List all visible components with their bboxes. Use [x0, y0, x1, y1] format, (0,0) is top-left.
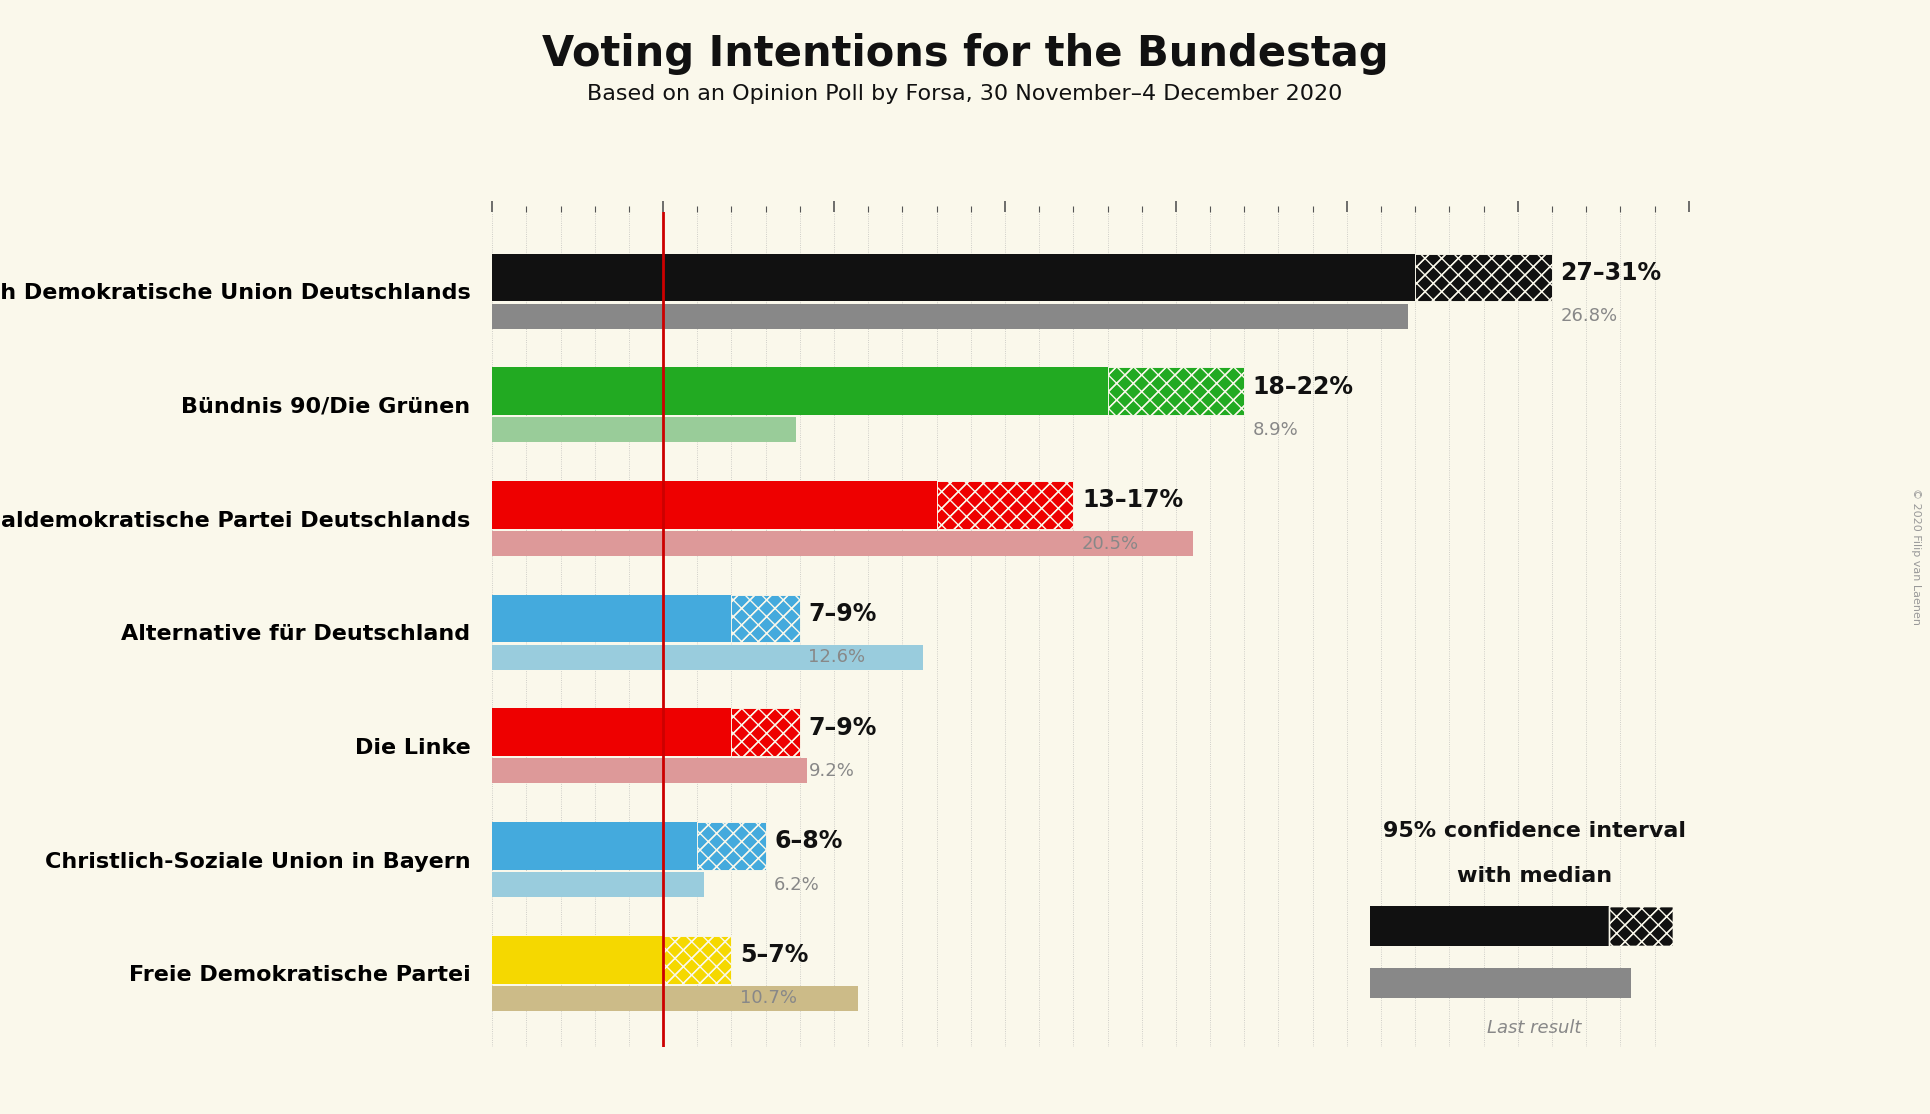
Bar: [492, 418, 797, 442]
Bar: [1370, 906, 1608, 946]
Bar: [664, 936, 731, 984]
Text: 5–7%: 5–7%: [739, 944, 809, 967]
Bar: [492, 709, 731, 756]
Bar: [492, 595, 731, 643]
Bar: [492, 481, 936, 529]
Bar: [492, 531, 1193, 556]
Text: 7–9%: 7–9%: [809, 602, 876, 626]
Bar: [492, 304, 1409, 329]
Bar: [1108, 368, 1245, 416]
Text: 7–9%: 7–9%: [809, 715, 876, 740]
Text: 95% confidence interval: 95% confidence interval: [1384, 821, 1685, 841]
Text: 6–8%: 6–8%: [774, 830, 843, 853]
Bar: [492, 872, 704, 897]
Text: Last result: Last result: [1488, 1019, 1581, 1037]
Text: 13–17%: 13–17%: [1083, 488, 1183, 512]
Bar: [664, 936, 731, 984]
Bar: [697, 822, 766, 870]
Bar: [492, 822, 697, 870]
Text: 18–22%: 18–22%: [1253, 374, 1353, 399]
Text: Voting Intentions for the Bundestag: Voting Intentions for the Bundestag: [542, 33, 1388, 76]
Text: 8.9%: 8.9%: [1253, 421, 1299, 439]
Bar: [1415, 254, 1552, 302]
Bar: [731, 709, 799, 756]
Bar: [492, 645, 923, 670]
Bar: [1608, 906, 1673, 946]
Bar: [492, 254, 1415, 302]
Text: with median: with median: [1457, 866, 1612, 886]
Text: 12.6%: 12.6%: [809, 648, 865, 666]
Bar: [731, 709, 799, 756]
Bar: [1608, 906, 1673, 946]
Bar: [492, 759, 807, 783]
Bar: [936, 481, 1073, 529]
Bar: [697, 822, 766, 870]
Bar: [936, 481, 1073, 529]
Bar: [1415, 254, 1552, 302]
Text: 27–31%: 27–31%: [1561, 261, 1662, 285]
Text: 20.5%: 20.5%: [1083, 535, 1139, 553]
Bar: [1370, 967, 1631, 998]
Text: © 2020 Filip van Laenen: © 2020 Filip van Laenen: [1911, 489, 1922, 625]
Bar: [492, 368, 1108, 416]
Bar: [731, 595, 799, 643]
Bar: [731, 595, 799, 643]
Text: 6.2%: 6.2%: [774, 876, 820, 893]
Text: 26.8%: 26.8%: [1561, 307, 1617, 325]
Bar: [492, 986, 859, 1010]
Bar: [492, 936, 664, 984]
Text: 9.2%: 9.2%: [809, 762, 855, 780]
Text: 10.7%: 10.7%: [739, 989, 797, 1007]
Text: Based on an Opinion Poll by Forsa, 30 November–4 December 2020: Based on an Opinion Poll by Forsa, 30 No…: [587, 84, 1343, 104]
Bar: [1108, 368, 1245, 416]
